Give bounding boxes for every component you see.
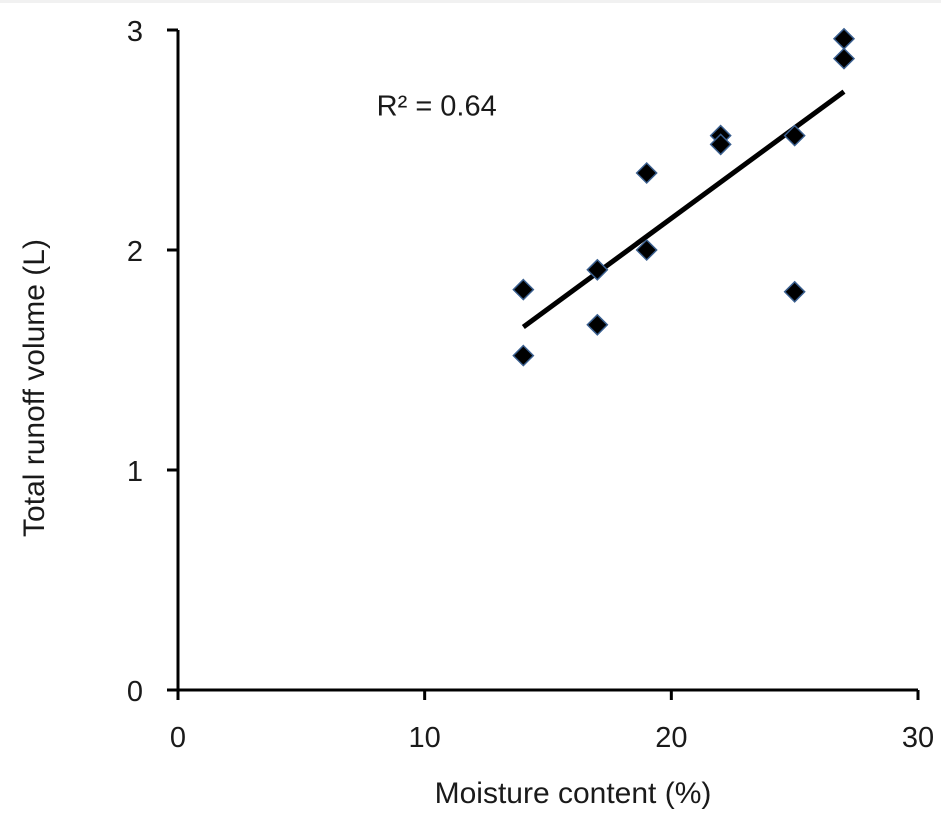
y-tick-label: 1 xyxy=(127,456,143,488)
y-tick-label: 2 xyxy=(127,236,143,268)
y-tick-label: 0 xyxy=(127,676,143,708)
y-axis-title: Total runoff volume (L) xyxy=(18,239,51,537)
x-axis-ticks: 0 10 20 30 xyxy=(170,690,934,754)
data-point xyxy=(832,47,856,70)
data-point xyxy=(512,344,535,367)
data-point xyxy=(832,27,856,50)
x-tick-label: 30 xyxy=(902,722,934,754)
data-point xyxy=(635,161,658,185)
x-tick-label: 10 xyxy=(409,722,441,754)
top-border xyxy=(0,0,941,3)
data-point xyxy=(512,278,535,301)
x-tick-label: 0 xyxy=(170,722,186,754)
data-points xyxy=(512,27,856,367)
data-point xyxy=(635,238,658,262)
r-squared-label: R² = 0.64 xyxy=(377,91,497,123)
annotations: R² = 0.64 xyxy=(377,91,497,123)
data-point xyxy=(783,124,806,147)
data-point xyxy=(586,258,609,281)
y-axis-ticks: 0 1 2 3 xyxy=(127,16,178,708)
y-tick-label: 3 xyxy=(127,16,143,48)
x-tick-label: 20 xyxy=(655,722,687,754)
x-axis-title: Moisture content (%) xyxy=(435,777,712,810)
data-point xyxy=(783,280,806,303)
data-point xyxy=(709,133,732,156)
data-point xyxy=(586,313,609,336)
